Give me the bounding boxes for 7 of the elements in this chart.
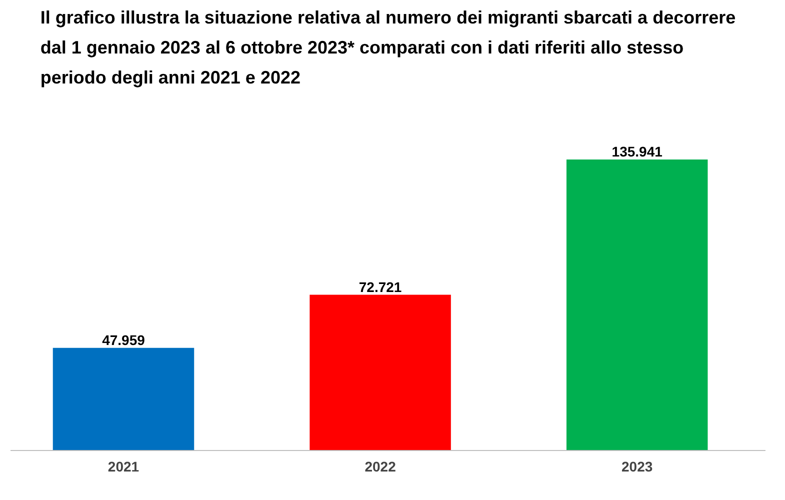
x-tick-label: 2023 <box>622 458 653 474</box>
chart-title: Il grafico illustra la situazione relativa al numero dei migranti sbarcati a decorrere dal 1 gennaio 2023 al 6 ottobre 2023* comparati con i dati riferiti allo stesso periodo degli anni 2021 e 2022 <box>40 8 736 88</box>
data-label: 135.941 <box>612 143 663 160</box>
x-tick-label: 2021 <box>108 458 140 474</box>
data-label: 47.959 <box>102 332 146 348</box>
x-tick-label: 2022 <box>364 458 396 474</box>
data-label: 72.721 <box>358 278 402 295</box>
